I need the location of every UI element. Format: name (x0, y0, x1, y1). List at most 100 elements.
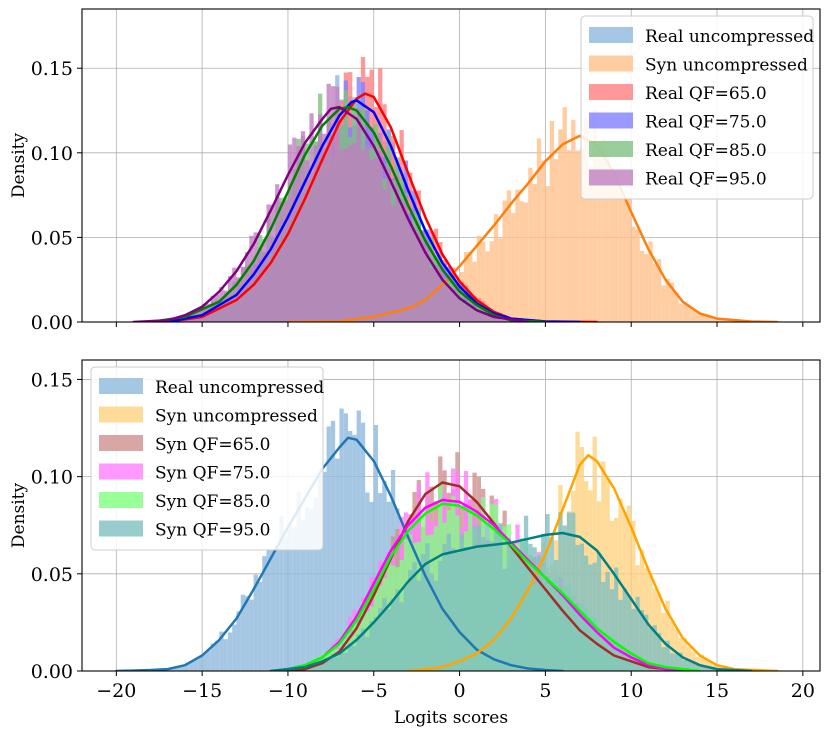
histogram-bar (352, 434, 357, 671)
histogram-bar (463, 547, 469, 671)
histogram-bar (253, 232, 258, 322)
legend-swatch (99, 435, 143, 451)
histogram-bar (262, 238, 267, 322)
histogram-bar (343, 652, 349, 671)
histogram-bar (506, 538, 512, 671)
histogram-bar (348, 430, 353, 671)
histogram-bar (618, 599, 623, 671)
histogram-bar (373, 157, 379, 322)
histogram-bar (648, 573, 653, 671)
histogram-bar (631, 520, 636, 671)
histogram-bar (253, 574, 258, 671)
histogram-bar (219, 631, 224, 671)
legend-entry: Syn QF=85.0 (155, 492, 270, 512)
histogram-bar (416, 580, 421, 671)
histogram-bar (236, 611, 241, 671)
legend-entry: Real uncompressed (645, 27, 814, 47)
histogram-bar (493, 317, 499, 322)
histogram-bar (305, 160, 310, 322)
histogram-bar (481, 537, 486, 671)
histogram-bar (515, 189, 520, 322)
histogram-bar (485, 315, 490, 322)
legend-entry: Real QF=65.0 (645, 84, 767, 104)
histogram-bar (176, 666, 181, 671)
histogram-bar (528, 543, 533, 671)
histogram-bar (245, 596, 250, 671)
histogram-bar (438, 268, 443, 322)
kde-line-syn-uncompressed (406, 453, 779, 671)
histogram-bar (588, 564, 593, 671)
histogram-bar (296, 492, 301, 671)
histogram-bar (626, 595, 632, 671)
legend-swatch (99, 406, 143, 423)
histogram-bar (420, 242, 426, 322)
legend-swatch (589, 141, 633, 157)
histogram-bar (356, 410, 361, 671)
histogram-bar (674, 627, 679, 671)
histogram-bar (425, 543, 430, 671)
histogram-bar (669, 621, 675, 671)
histogram-bar (386, 609, 391, 671)
histogram-bar (717, 319, 722, 322)
axes-frame (81, 359, 821, 672)
histogram-bar (725, 319, 730, 322)
y-tick-label: 0.15 (31, 369, 73, 391)
x-tick-label: 15 (705, 680, 729, 702)
histogram-bar (558, 129, 563, 322)
histogram-bar (283, 536, 288, 671)
histogram-bar (459, 533, 464, 671)
histogram-bar (481, 241, 486, 322)
histogram-bar (300, 131, 306, 322)
histogram-bar (571, 119, 576, 322)
histogram-bar (601, 139, 606, 322)
histogram-bar (528, 167, 533, 322)
legend-entry: Real QF=75.0 (645, 113, 767, 133)
histogram-bar (562, 107, 567, 322)
histogram-bar (566, 150, 572, 322)
histogram-bar (682, 638, 687, 671)
histogram-bar (279, 515, 284, 671)
histogram-bar (420, 553, 426, 671)
legend-swatch (99, 520, 143, 537)
histogram-bar (386, 168, 391, 322)
histogram-bar (515, 552, 520, 671)
histogram-bar (631, 226, 636, 322)
histogram-bar (378, 132, 383, 322)
histogram-bar (433, 580, 439, 671)
histogram-bar (592, 109, 597, 322)
histogram-bar (592, 436, 597, 671)
histogram-bar (712, 318, 718, 322)
histogram-bar (536, 138, 542, 322)
histogram-bar (300, 520, 306, 671)
legend-entry: Syn QF=65.0 (155, 435, 270, 455)
histogram-bar (382, 597, 387, 671)
x-tick-label: −15 (182, 680, 222, 702)
y-tick-label: 0.05 (31, 564, 73, 586)
histogram-bar (493, 532, 499, 671)
kde-line-real-qf-65-0 (166, 92, 599, 322)
histogram-bar (596, 552, 602, 671)
histogram-bar (661, 647, 666, 671)
histogram-bar (451, 548, 456, 671)
legend-entry: Real QF=85.0 (645, 141, 767, 161)
legend-swatch (589, 55, 633, 72)
histogram-bar (489, 316, 494, 322)
histogram-bar (313, 497, 318, 671)
histogram-bar (669, 282, 675, 322)
histogram-bar (648, 627, 653, 671)
histogram-bar (369, 159, 374, 322)
histogram-bar (223, 639, 228, 671)
kde-line-real-qf-95-0 (132, 105, 530, 322)
histogram-bar (206, 650, 211, 671)
histogram-bar (691, 310, 696, 322)
histogram-bar (476, 309, 482, 322)
histogram-bar (682, 660, 687, 671)
legend-swatch (589, 169, 633, 186)
histogram-bar (489, 541, 494, 671)
histogram-bar (626, 505, 632, 671)
histogram-bar (614, 567, 619, 671)
histogram-bar (468, 549, 473, 671)
histogram-bar (326, 83, 331, 322)
histogram-bar (519, 542, 524, 671)
histogram-bar (635, 229, 640, 322)
